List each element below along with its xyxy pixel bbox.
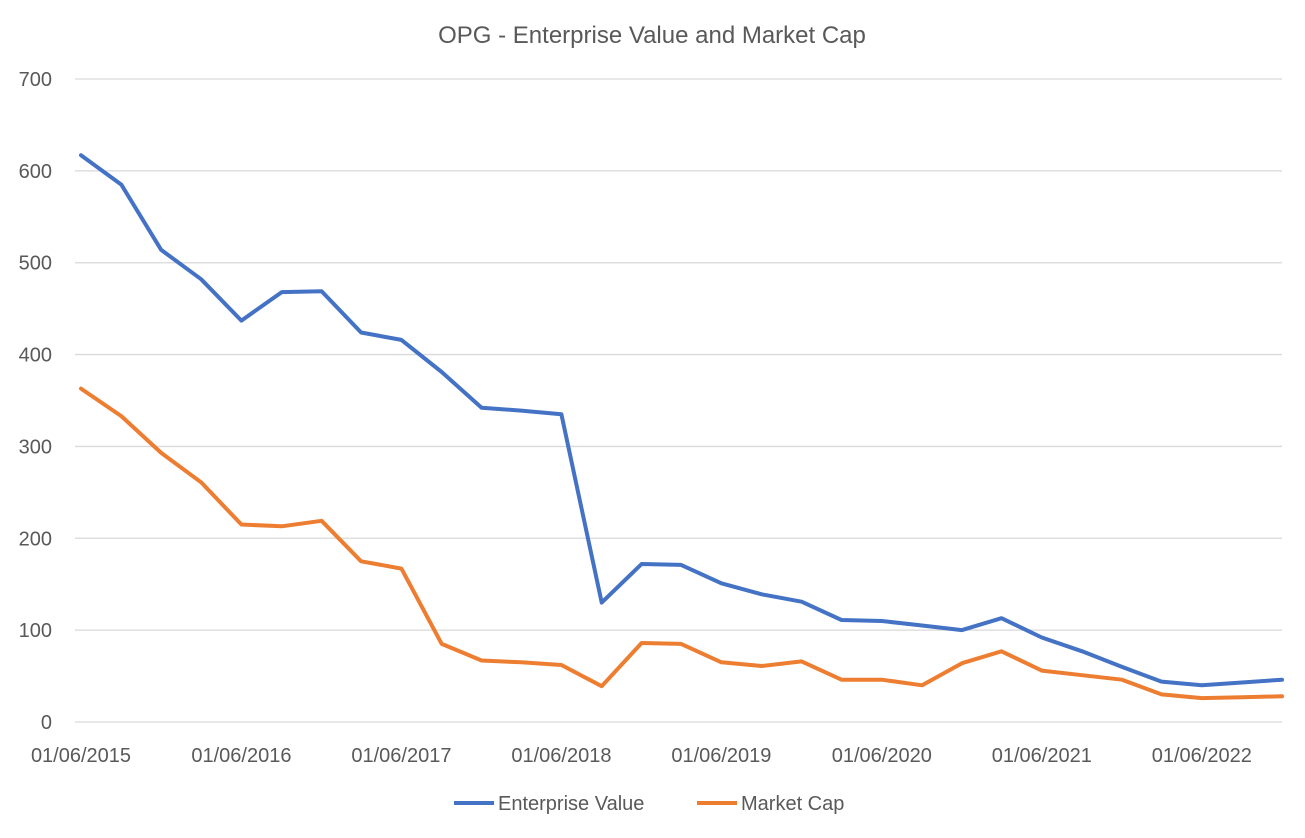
x-tick-label: 01/06/2016 bbox=[191, 745, 291, 767]
x-tick-label: 01/06/2015 bbox=[31, 745, 131, 767]
y-tick-label: 500 bbox=[19, 253, 52, 275]
legend-label-enterprise-value: Enterprise Value bbox=[498, 793, 644, 815]
y-tick-label: 100 bbox=[19, 620, 52, 642]
y-tick-label: 200 bbox=[19, 528, 52, 550]
x-tick-label: 01/06/2018 bbox=[511, 745, 611, 767]
legend: Enterprise Value Market Cap bbox=[454, 793, 844, 815]
y-tick-label: 400 bbox=[19, 345, 52, 367]
series-line-market-cap bbox=[79, 386, 1284, 701]
x-axis-ticks: 01/06/2015 01/06/2016 01/06/2017 01/06/2018… bbox=[31, 745, 1252, 767]
y-tick-label: 300 bbox=[19, 436, 52, 458]
x-tick-label: 01/06/2021 bbox=[992, 745, 1092, 767]
series-lines bbox=[79, 153, 1284, 701]
x-tick-label: 01/06/2019 bbox=[671, 745, 771, 767]
chart-title: OPG - Enterprise Value and Market Cap bbox=[438, 22, 866, 49]
y-tick-label: 700 bbox=[19, 69, 52, 91]
x-tick-label: 01/06/2017 bbox=[351, 745, 451, 767]
x-tick-label: 01/06/2020 bbox=[832, 745, 932, 767]
series-line-enterprise-value bbox=[79, 153, 1284, 688]
y-axis-ticks: 0 100 200 300 400 500 600 700 bbox=[19, 69, 52, 734]
legend-label-market-cap: Market Cap bbox=[741, 793, 844, 815]
y-tick-label: 0 bbox=[41, 712, 52, 734]
y-tick-label: 600 bbox=[19, 161, 52, 183]
x-tick-label: 01/06/2022 bbox=[1152, 745, 1252, 767]
gridlines bbox=[75, 78, 1282, 723]
